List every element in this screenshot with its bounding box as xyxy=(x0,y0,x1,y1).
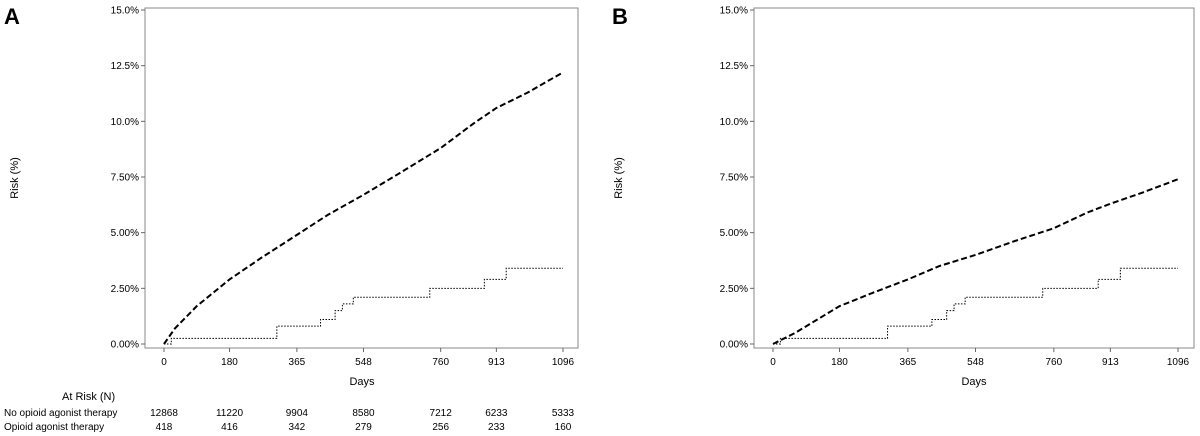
panel-a-y-tick-label: 5.00% xyxy=(111,228,139,239)
at-risk-value: 7212 xyxy=(430,408,453,419)
panel-b-x-tick-label: 1096 xyxy=(1167,357,1190,368)
panel-b-y-tick-label: 15.0% xyxy=(720,6,748,17)
at-risk-value: 279 xyxy=(355,422,372,433)
at-risk-value: 11220 xyxy=(216,408,244,419)
at-risk-row-label-no-oat: No opioid agonist therapy xyxy=(4,408,117,419)
panel-a-x-axis: 0 180 365 548 760 913 1096 xyxy=(161,348,575,368)
panel-a-y-tick-label: 15.0% xyxy=(111,6,139,17)
panel-b-x-tick-label: 0 xyxy=(770,357,776,368)
panel-b-y-tick-label: 2.50% xyxy=(720,284,748,295)
at-risk-value: 6233 xyxy=(485,408,508,419)
panel-a-series-opioid-agonist-therapy: Opioid agonist therapy xyxy=(164,267,563,345)
at-risk-values: 12868 11220 9904 8580 7212 6233 5333 418 416 342 2… xyxy=(150,408,574,433)
at-risk-value: 8580 xyxy=(352,408,375,419)
panel-b-x-tick-label: 913 xyxy=(1102,357,1119,368)
at-risk-row-label-oat: Opioid agonist therapy xyxy=(4,422,104,433)
panel-a-x-axis-title: Days xyxy=(349,376,375,388)
at-risk-value: 418 xyxy=(156,422,173,433)
panel-b-y-axis: 0.00% 2.50% 5.00% 7.50% 10.0% 12.5% 15.0% xyxy=(720,6,754,351)
at-risk-value: 233 xyxy=(488,422,505,433)
panel-b-y-tick-label: 10.0% xyxy=(720,117,748,128)
at-risk-value: 342 xyxy=(289,422,306,433)
panel-a-y-tick-label: 2.50% xyxy=(111,284,139,295)
panel-a-plot-frame xyxy=(144,7,579,349)
panel-b-y-tick-label: 12.5% xyxy=(720,61,748,72)
panel-a-y-tick-label: 0.00% xyxy=(111,340,139,351)
panel-a-y-axis-title: Risk (%) xyxy=(9,157,21,199)
panel-a-y-tick-label: 12.5% xyxy=(111,61,139,72)
panel-b-x-tick-label: 548 xyxy=(967,357,984,368)
panel-a-x-tick-label: 0 xyxy=(161,357,167,368)
panel-a-y-tick-label: 7.50% xyxy=(111,173,139,184)
panel-a-y-axis: 0.00% 2.50% 5.00% 7.50% 10.0% 12.5% 15.0% xyxy=(111,6,145,351)
panel-b-series-no-opioid-agonist-therapy: No opioid agonist therapy xyxy=(772,178,1179,345)
panel-b-x-axis-title: Days xyxy=(961,376,987,388)
panel-a-chart: A 0.00% 2.50% 5.00% 7.50% 10.0% 12.5% 15.0% 0 1… xyxy=(4,4,579,433)
panel-b-x-tick-label: 760 xyxy=(1045,357,1062,368)
panel-a-x-tick-label: 180 xyxy=(221,357,238,368)
panel-b-series-opioid-agonist-therapy: Opioid agonist therapy xyxy=(773,267,1178,345)
at-risk-table: At Risk (N) No opioid agonist therapy Op… xyxy=(4,391,575,433)
panel-b-chart: B 0.00% 2.50% 5.00% 7.50% 10.0% 12.5% 15.0% 0 1… xyxy=(612,4,1195,388)
panel-a-x-tick-label: 1096 xyxy=(552,357,575,368)
panel-b-y-tick-label: 7.50% xyxy=(720,173,748,184)
panel-b-x-tick-label: 180 xyxy=(831,357,848,368)
at-risk-value: 5333 xyxy=(552,408,575,419)
panel-b-x-tick-label: 365 xyxy=(900,357,917,368)
panel-b-y-tick-label: 0.00% xyxy=(720,340,748,351)
at-risk-title: At Risk (N) xyxy=(62,391,115,403)
panel-a-letter: A xyxy=(4,4,20,29)
at-risk-value: 160 xyxy=(555,422,572,433)
panel-a-x-tick-label: 760 xyxy=(432,357,449,368)
panel-a-x-tick-label: 548 xyxy=(355,357,372,368)
at-risk-value: 416 xyxy=(221,422,238,433)
panel-b-y-tick-label: 5.00% xyxy=(720,228,748,239)
panel-a-x-tick-label: 365 xyxy=(289,357,306,368)
panel-a-y-tick-label: 10.0% xyxy=(111,117,139,128)
at-risk-value: 256 xyxy=(432,422,449,433)
panel-b-x-axis: 0 180 365 548 760 913 1096 xyxy=(770,348,1190,368)
panel-a-x-tick-label: 913 xyxy=(488,357,505,368)
at-risk-value: 12868 xyxy=(150,408,178,419)
at-risk-value: 9904 xyxy=(286,408,309,419)
panel-b-y-axis-title: Risk (%) xyxy=(613,157,625,199)
panel-b-plot-frame xyxy=(753,7,1195,349)
panel-a-series-no-opioid-agonist-therapy: No opioid agonist therapy xyxy=(163,71,564,345)
panel-b-letter: B xyxy=(612,4,628,29)
